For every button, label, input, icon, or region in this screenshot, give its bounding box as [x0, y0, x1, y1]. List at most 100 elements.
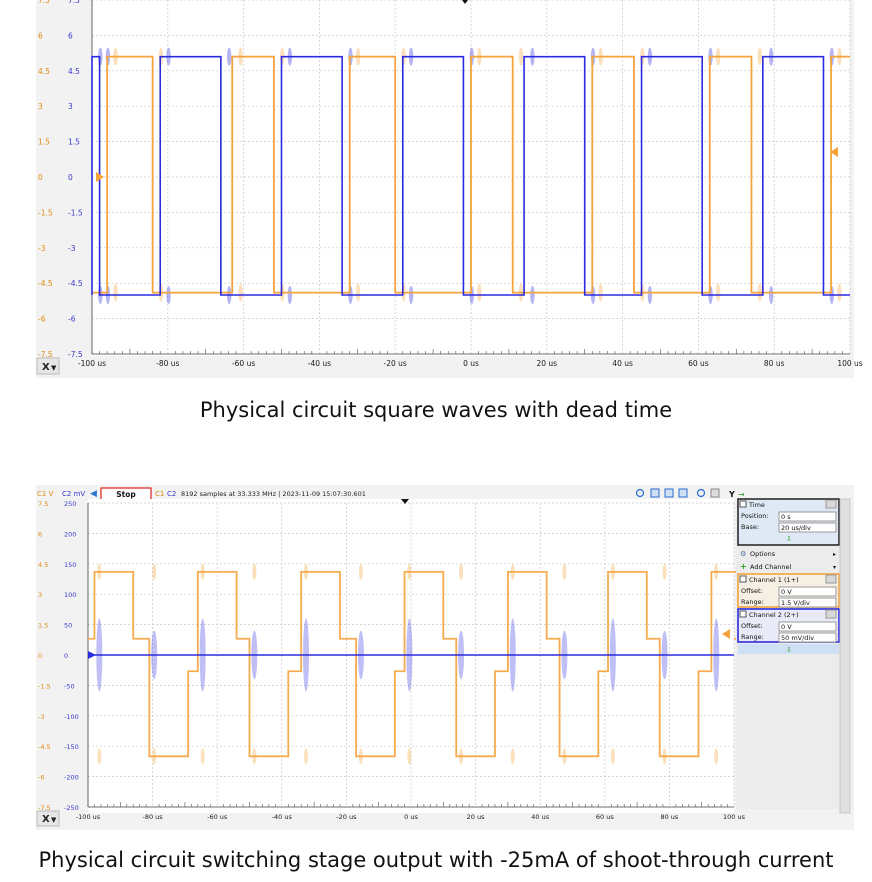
arrow-right-icon[interactable]: → [738, 490, 745, 499]
y-right-tick-label: -1.5 [68, 208, 83, 217]
cursor-icon[interactable] [710, 488, 720, 498]
x-tick-label: 40 us [531, 813, 549, 821]
y-left-tick-label: -3 [38, 244, 46, 253]
channel1-checkbox[interactable] [739, 575, 747, 583]
ch1-ringing [610, 563, 615, 580]
time-position-value: 0 s [781, 513, 791, 521]
y-right-tick-label: 50 [64, 622, 72, 630]
ch1-ringing [714, 563, 719, 580]
y-left-tick-label: -7.5 [38, 804, 51, 812]
time-menu-icon[interactable] [825, 499, 837, 509]
top-minor-ticks [99, 349, 843, 354]
ch1-range-value: 1.5 V/div [781, 599, 810, 607]
x-tick-label: 0 us [404, 813, 418, 821]
channel1-title: Channel 1 (1+) [749, 576, 799, 584]
ch1-ringing [477, 283, 482, 302]
ch1-ringing [407, 748, 412, 765]
zoom-fit-icon[interactable] [650, 488, 660, 498]
x-tick-label: -40 us [308, 359, 331, 368]
y-right-tick-label: -150 [64, 743, 79, 751]
ch2-offset-field[interactable] [778, 621, 837, 632]
ch1-range-field[interactable] [778, 597, 837, 608]
ch2-ringing [530, 286, 535, 304]
x-tick-label: 0 us [463, 359, 479, 368]
channel2-menu-icon[interactable] [825, 609, 837, 619]
ch1-ringing [152, 748, 157, 765]
y-axis-button-label[interactable]: Y [728, 490, 735, 499]
ch2-range-label: Range: [741, 633, 764, 641]
arrow-down-icon[interactable]: ⇩ [786, 535, 792, 543]
x-tick-label: 20 us [467, 813, 485, 821]
ch1-range-label: Range: [741, 598, 764, 606]
zoom-y-icon[interactable] [678, 488, 688, 498]
x-axis-button-label: X [42, 362, 50, 373]
time-base-label: Base: [741, 523, 759, 531]
add-channel-row[interactable]: + Add Channel ▾ [740, 562, 836, 571]
bottom-caption: Physical circuit switching stage output … [38, 848, 834, 872]
ch1-offset-field[interactable] [778, 586, 837, 597]
time-base-field[interactable] [778, 522, 837, 533]
x-tick-label: -60 us [207, 813, 228, 821]
time-group: Time Position: 0 s Base: 20 us/div ⇩ [737, 498, 840, 546]
channel-footer [738, 644, 839, 654]
add-channel-chevron-icon: ▾ [833, 564, 836, 571]
x-tick-label: 60 us [596, 813, 614, 821]
channel1-menu-icon[interactable] [825, 574, 837, 584]
y-right-tick-label: -7.5 [68, 350, 83, 359]
ch2-range-field[interactable] [778, 632, 837, 643]
options-row[interactable]: ⚙ Options ▸ [740, 550, 836, 558]
ch2-offset-value: 0 V [781, 623, 792, 631]
ch1-ringing [97, 748, 102, 765]
side-panel-scrollbar[interactable] [839, 498, 851, 814]
arrow-left-icon[interactable]: ◀ [90, 489, 97, 499]
y-right-tick-label: -4.5 [68, 279, 83, 288]
ch1-ringing [97, 563, 102, 580]
x-axis-button-bottom[interactable]: X ▼ [36, 810, 60, 827]
side-panel: Time Position: 0 s Base: 20 us/div ⇩ ⚙ O… [736, 498, 851, 814]
bottom-minor-ticks [94, 802, 728, 807]
ch1-ringing [358, 748, 363, 765]
y-left-tick-label: -1.5 [38, 682, 51, 690]
ch1-ringing [598, 283, 603, 302]
zoom-icon[interactable] [635, 488, 645, 498]
stop-button[interactable]: Stop [100, 487, 152, 501]
chevron-down-icon: ▼ [51, 816, 57, 824]
ch1-ringing [304, 563, 309, 580]
x-tick-label: -80 us [142, 813, 163, 821]
ch1-unit-label: C1 V [37, 490, 54, 498]
zoom-out-icon[interactable] [696, 488, 706, 498]
time-position-label: Position: [741, 512, 769, 520]
top-scope-canvas: 7.5 7.5 6 6 4.5 4.5 3 3 1.5 1.5 0 0 -1.5 -1.5 -3 -3 -4.5… [36, 0, 863, 378]
channel2-checkbox[interactable] [739, 610, 747, 618]
ch1-offset-marker [96, 172, 104, 182]
chevron-down-icon: ▼ [51, 364, 57, 372]
y-left-tick-label: 3 [38, 102, 43, 111]
y-right-tick-label: 100 [64, 591, 76, 599]
time-position-field[interactable] [778, 511, 837, 522]
x-tick-label: 60 us [688, 359, 709, 368]
time-checkbox[interactable] [739, 500, 747, 508]
x-tick-label: 40 us [612, 359, 633, 368]
x-axis-button[interactable]: X ▼ [36, 357, 60, 375]
zoom-x-icon[interactable] [664, 488, 674, 498]
trigger-position-marker [401, 499, 409, 504]
ch1-ringing [837, 283, 842, 302]
ch2-tag[interactable]: C2 [167, 490, 176, 498]
ch2-ringing [226, 47, 232, 66]
ch1-ringing [200, 563, 205, 580]
y-right-tick-label: 1.5 [68, 138, 80, 147]
y-left-tick-label: 1.5 [38, 622, 48, 630]
ch1-tag[interactable]: C1 [155, 490, 164, 498]
stop-button-label: Stop [116, 490, 136, 499]
x-tick-label: 100 us [723, 813, 746, 821]
channel-arrow-down-icon[interactable]: ⇩ [786, 646, 792, 654]
acquisition-status: 8192 samples at 33.333 MHz | 2023-11-09 … [181, 490, 366, 498]
x-tick-label: 80 us [764, 359, 785, 368]
top-x-labels: -100 us -80 us -60 us -40 us -20 us 0 us 20 us… [78, 359, 863, 368]
ch1-trace [88, 571, 752, 758]
ch1-ringing [715, 283, 721, 302]
y-right-tick-label: 3 [68, 102, 73, 111]
channel2-group: Channel 2 (2+) Offset: 0 V Range: 50 mV/… [737, 608, 840, 643]
ch1-trigger-level-marker [722, 629, 730, 639]
ch1-ringing [610, 748, 615, 765]
